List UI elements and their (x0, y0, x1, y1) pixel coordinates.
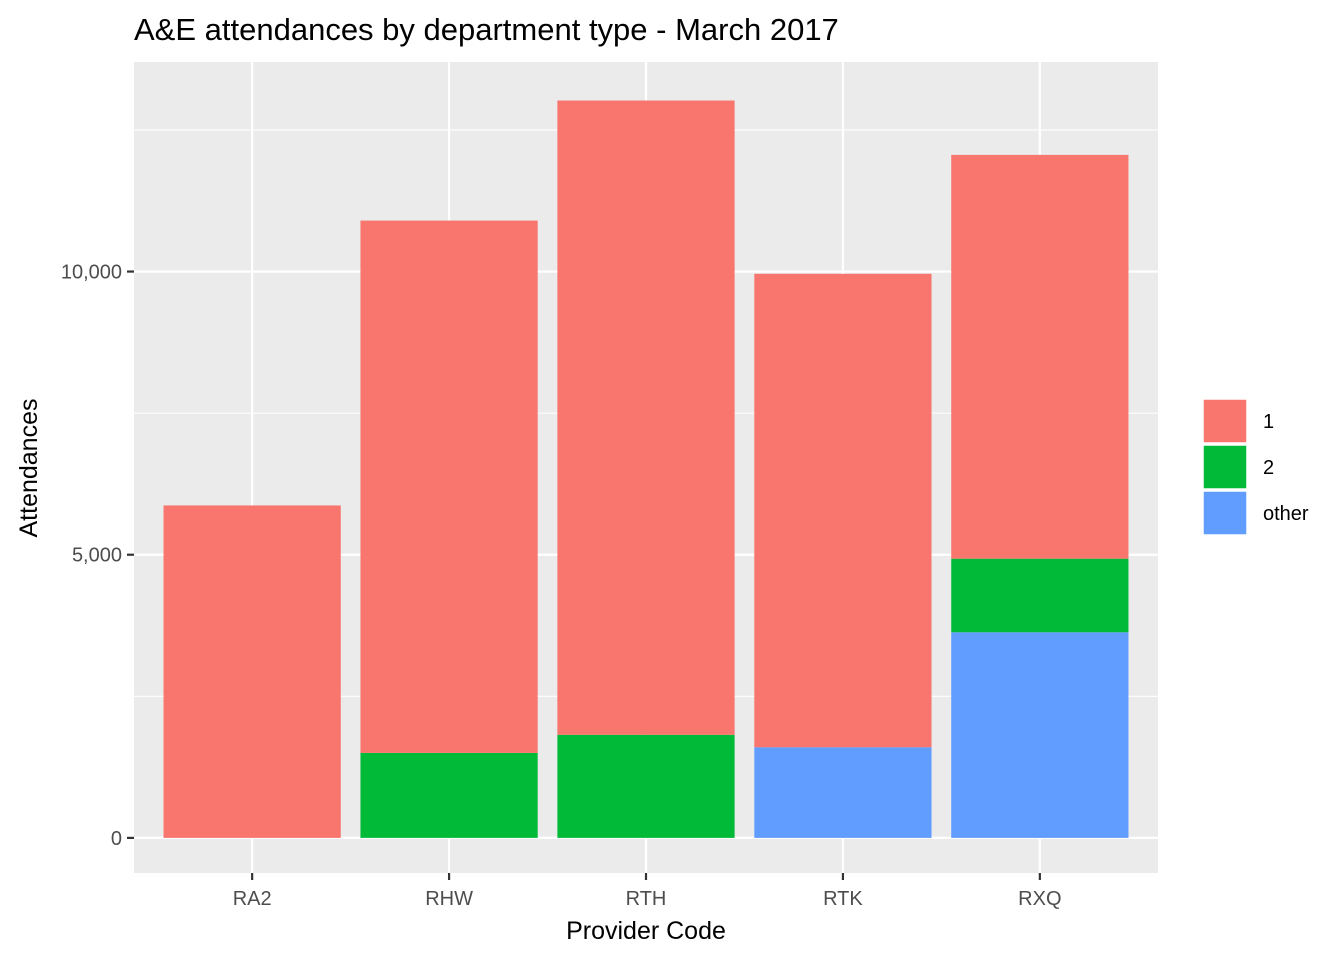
bar-segment-RTK-1 (754, 273, 932, 748)
bar-segment-RXQ-other (951, 632, 1129, 838)
y-tick-label: 5,000 (72, 545, 122, 567)
legend-key-2 (1202, 444, 1248, 490)
y-tick-label: 0 (111, 828, 122, 850)
x-tick-label: RXQ (1018, 888, 1061, 910)
bars-layer (163, 100, 1129, 838)
legend-key-other (1202, 490, 1248, 536)
bar-segment-RA2-1 (163, 505, 341, 838)
legend-label-2: 2 (1263, 457, 1274, 479)
y-axis: 0 5,000 10,000 (61, 262, 134, 850)
bar-segment-RXQ-2 (951, 558, 1129, 633)
x-tick-label: RHW (425, 888, 473, 910)
bar-segment-RXQ-1 (951, 154, 1129, 559)
y-tick-label: 10,000 (61, 262, 122, 284)
x-axis: RA2 RHW RTH RTK RXQ (233, 873, 1062, 910)
legend-label-1: 1 (1263, 411, 1274, 433)
x-tick-label: RTK (823, 888, 863, 910)
legend: 1 2 other (1202, 398, 1309, 536)
bar-segment-RTH-1 (557, 100, 735, 735)
bar-segment-RTH-2 (557, 734, 735, 838)
x-axis-title: Provider Code (566, 917, 726, 945)
legend-label-other: other (1263, 503, 1309, 525)
bar-segment-RHW-2 (360, 752, 538, 838)
y-axis-title: Attendances (15, 399, 43, 538)
x-tick-label: RTH (626, 888, 667, 910)
chart-title: A&E attendances by department type - Mar… (134, 12, 839, 47)
x-tick-label: RA2 (233, 888, 272, 910)
bar-segment-RTK-other (754, 747, 932, 838)
bar-segment-RHW-1 (360, 220, 538, 753)
legend-key-1 (1202, 398, 1248, 444)
